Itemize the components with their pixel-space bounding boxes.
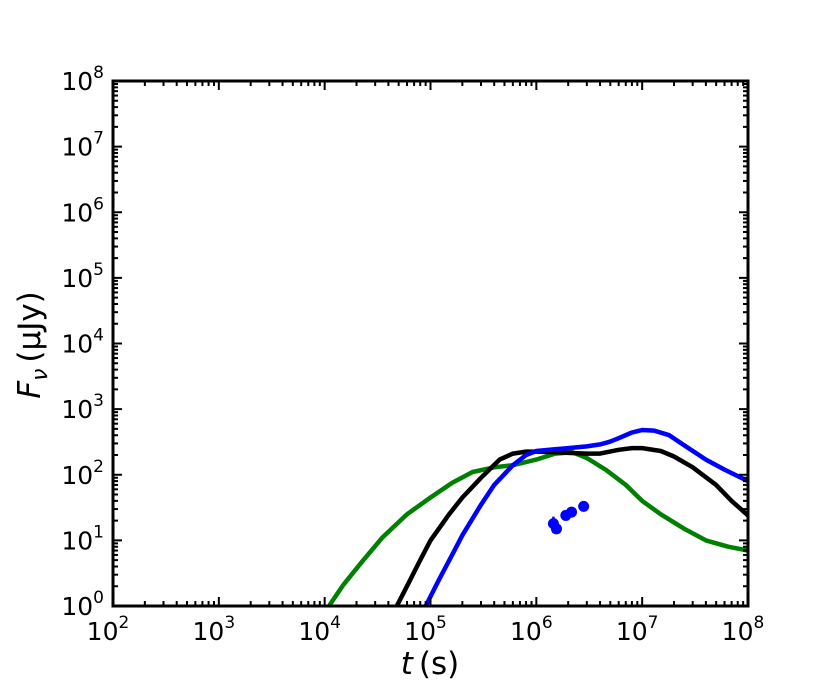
x-tick-label: 106 <box>510 613 553 646</box>
y-tick-base: 10 <box>61 133 93 162</box>
y-tick-exponent: 0 <box>93 588 104 608</box>
series-line-2 <box>394 445 748 606</box>
x-tick-exponent: 4 <box>330 613 341 633</box>
x-tick-exponent: 5 <box>436 613 447 633</box>
x-tick-base: 10 <box>87 617 119 646</box>
x-tick-exponent: 3 <box>224 613 235 633</box>
ticks-layer <box>112 80 749 607</box>
x-tick-label: 105 <box>404 613 447 646</box>
y-tick-label: 100 <box>61 588 104 621</box>
y-tick-exponent: 6 <box>93 194 104 214</box>
y-tick-label: 101 <box>61 522 104 555</box>
data-point-2 <box>550 523 562 535</box>
y-tick-exponent: 7 <box>93 129 104 149</box>
x-axis-symbol: t <box>401 646 415 682</box>
x-tick-base: 10 <box>193 617 225 646</box>
y-tick-label: 103 <box>61 391 104 424</box>
data-points-layer <box>547 500 590 535</box>
x-tick-label: 102 <box>87 613 130 646</box>
x-axis-unit: (s) <box>419 646 459 682</box>
x-tick-label: 107 <box>616 613 659 646</box>
data-point-4 <box>566 506 578 518</box>
y-tick-exponent: 4 <box>93 326 104 346</box>
y-tick-base: 10 <box>61 395 93 424</box>
y-tick-label: 105 <box>61 260 104 293</box>
y-axis-label: Fν (μJy) <box>12 291 53 399</box>
y-axis-symbol: F <box>12 380 48 399</box>
x-tick-base: 10 <box>616 617 648 646</box>
x-tick-base: 10 <box>722 617 754 646</box>
series-layer <box>326 427 748 606</box>
x-tick-label: 103 <box>193 613 236 646</box>
series-line-3 <box>423 427 748 606</box>
y-tick-exponent: 2 <box>93 457 104 477</box>
series-line-1 <box>326 450 748 606</box>
x-tick-exponent: 7 <box>648 613 659 633</box>
y-tick-label: 106 <box>61 194 104 227</box>
y-axis-subscript: ν <box>28 369 53 381</box>
plot-frame <box>111 79 750 608</box>
y-tick-label: 108 <box>61 63 104 96</box>
y-tick-label: 102 <box>61 457 104 490</box>
x-tick-exponent: 2 <box>118 613 129 633</box>
y-tick-base: 10 <box>61 264 93 293</box>
x-tick-label: 104 <box>298 613 341 646</box>
y-tick-exponent: 8 <box>93 63 104 83</box>
x-tick-exponent: 8 <box>753 613 764 633</box>
y-tick-base: 10 <box>61 592 93 621</box>
x-tick-labels: 102 103 104 105 106 107 108 <box>87 613 765 646</box>
y-tick-label: 107 <box>61 129 104 162</box>
x-tick-base: 10 <box>510 617 542 646</box>
data-point-5 <box>578 500 590 512</box>
y-tick-base: 10 <box>61 461 93 490</box>
y-tick-exponent: 3 <box>93 391 104 411</box>
y-tick-base: 10 <box>61 198 93 227</box>
y-tick-base: 10 <box>61 330 93 359</box>
y-tick-base: 10 <box>61 526 93 555</box>
x-tick-label: 108 <box>722 613 765 646</box>
y-tick-label: 104 <box>61 326 104 359</box>
x-tick-base: 10 <box>298 617 330 646</box>
x-axis-label: t (s) <box>401 646 460 682</box>
y-tick-exponent: 5 <box>93 260 104 280</box>
x-tick-exponent: 6 <box>542 613 553 633</box>
y-tick-base: 10 <box>61 67 93 96</box>
x-tick-base: 10 <box>404 617 436 646</box>
y-tick-exponent: 1 <box>93 522 104 542</box>
y-axis-unit: (μJy) <box>12 291 48 362</box>
